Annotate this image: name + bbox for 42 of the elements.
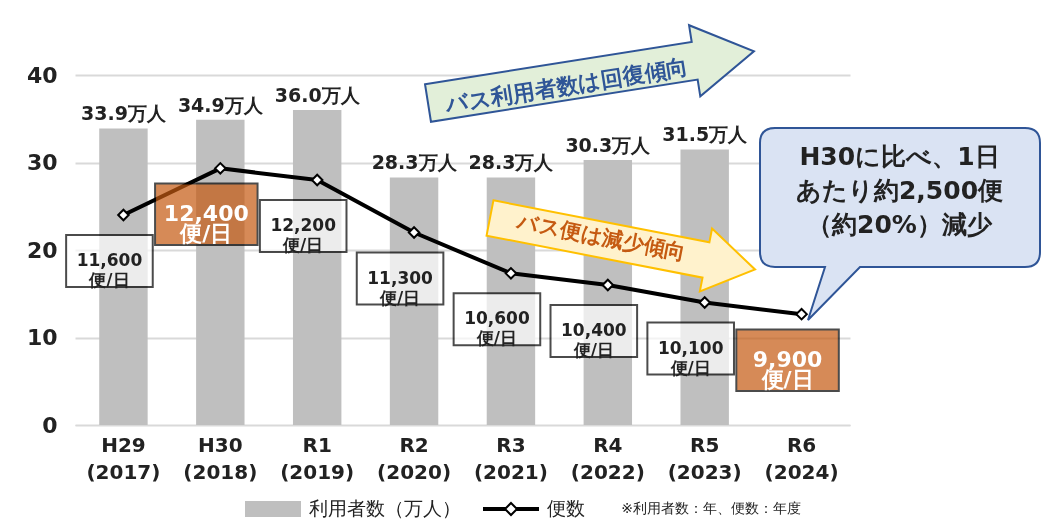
data-label: 9,900 便/日: [752, 347, 823, 393]
point: [310, 173, 324, 187]
data-label: 34.9万人: [177, 93, 264, 116]
x-tick-label: R2 (2020): [377, 432, 452, 484]
data-label: 30.3万人: [565, 133, 652, 156]
x-tick-label: R3 (2021): [473, 432, 548, 484]
y-tick-label: 10: [26, 325, 58, 350]
data-label: 36.0万人: [274, 84, 361, 106]
y-tick-label: 30: [26, 150, 58, 175]
data-label: 11,300 便/日: [367, 267, 434, 308]
data-label: 11,600 便/日: [76, 250, 143, 290]
data-label: 12,200 便/日: [270, 215, 337, 255]
data-label: 31.5万人: [662, 123, 749, 146]
annotation: H30に比べ、1日あたり約2,500便（約20%）減少: [794, 141, 1005, 241]
annotation: バス利用者数は回復傾向: [441, 54, 690, 118]
data-label: 10,600 便/日: [464, 308, 530, 349]
x-tick-label: R5 (2023): [667, 432, 742, 484]
x-tick-label: R4 (2022): [570, 432, 645, 484]
point: [117, 208, 130, 222]
data-label: 12,400 便/日: [163, 201, 249, 247]
x-tick-label: H30 (2018): [183, 432, 258, 484]
y-tick-label: 0: [42, 412, 58, 438]
y-tick-label: 40: [26, 62, 58, 88]
data-label: 28.3万人: [371, 151, 458, 174]
point: [214, 162, 227, 175]
data-label: 10,100 便/日: [657, 337, 724, 378]
annotation: バス便は減少傾向: [514, 208, 688, 266]
point: [795, 307, 808, 321]
x-tick-label: H29 (2017): [86, 432, 161, 484]
text: ※利用者数：年、便数：年度: [621, 500, 801, 518]
y-tick-label: 20: [26, 237, 58, 263]
legend-label: 利用者数（万人）: [309, 496, 462, 521]
x-tick-label: R6 (2024): [764, 432, 839, 484]
point: [407, 226, 421, 239]
legend-label: 便数: [547, 496, 586, 521]
point: [504, 267, 518, 280]
x-tick-label: R1 (2019): [280, 432, 355, 484]
data-label: 28.3万人: [468, 151, 555, 174]
data-label: 33.9万人: [80, 102, 167, 125]
data-label: 10,400 便/日: [561, 320, 627, 360]
point: [698, 296, 711, 309]
point: [601, 278, 615, 292]
